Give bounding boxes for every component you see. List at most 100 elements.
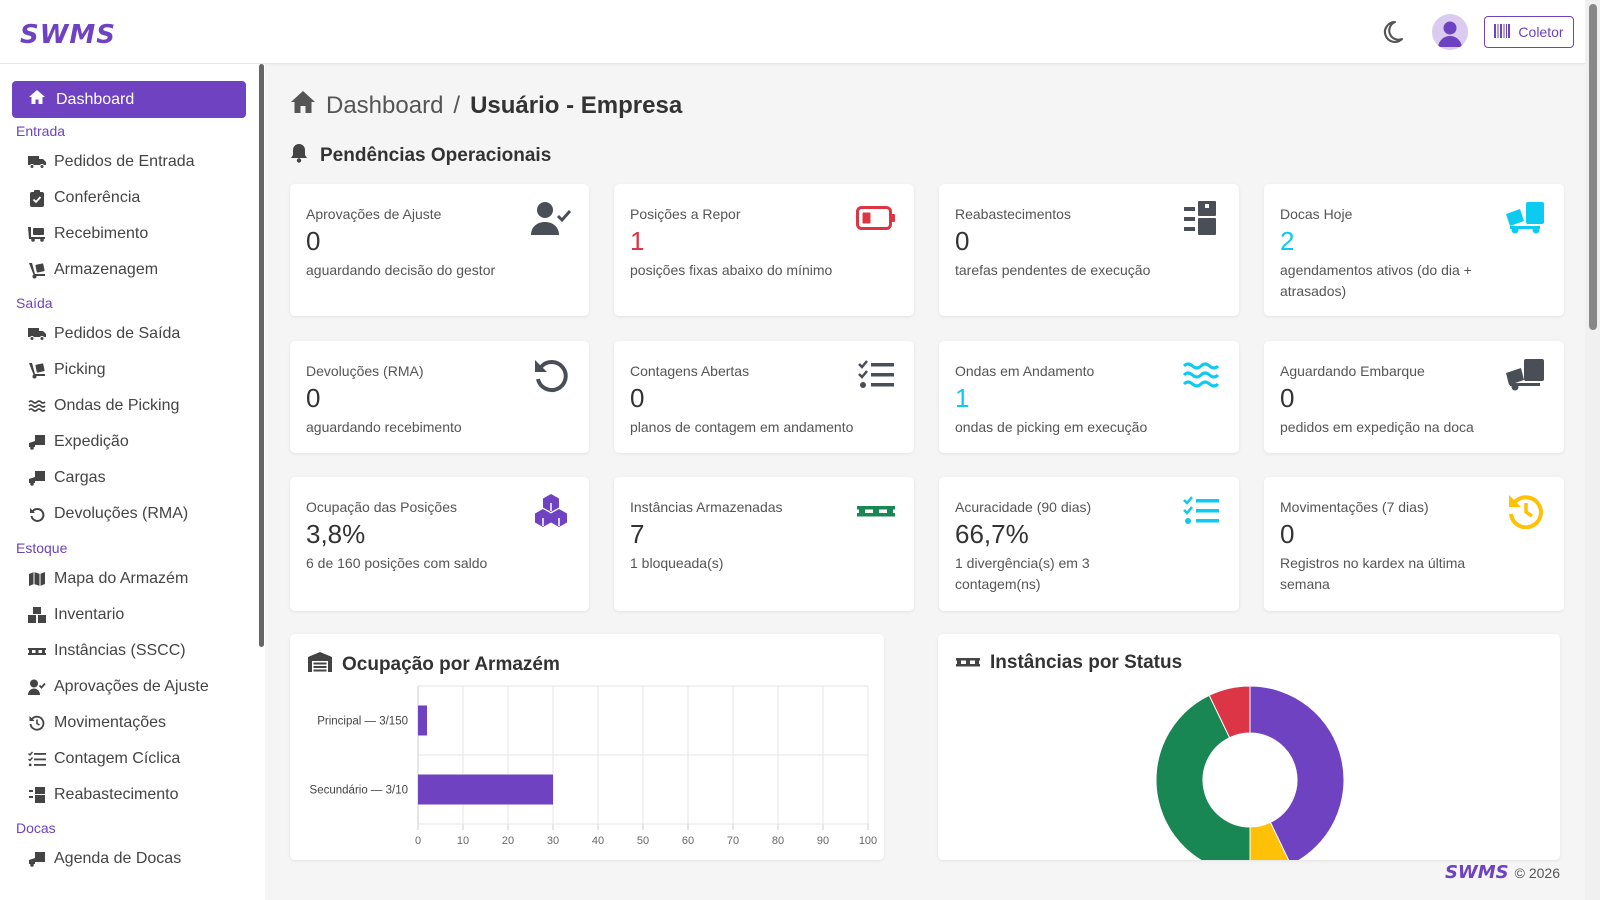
collector-button[interactable]: Coletor [1484, 16, 1574, 48]
kpi-value: 1 [955, 383, 970, 413]
sidebar-item-contagem[interactable]: Contagem Cíclica [28, 745, 180, 773]
sidebar-section-entrada: Entrada [16, 123, 66, 139]
sidebar-item-recebimento[interactable]: Recebimento [28, 220, 148, 248]
sidebar-item-reabastecimento[interactable]: Reabastecimento [28, 781, 179, 809]
cubes-icon [531, 493, 571, 529]
kpi-card[interactable]: Aguardando Embarque 0 pedidos em expedição… [1264, 341, 1564, 453]
sidebar-item-label: Inventario [54, 606, 125, 623]
section-title-label: Pendências Operacionais [320, 145, 552, 166]
x-tick-label: 70 [727, 835, 739, 847]
kpi-card[interactable]: Posições a Repor 1 posições fixas abaixo d… [614, 184, 914, 316]
panel-title: Ocupação por Armazém [308, 652, 560, 678]
bar [418, 774, 553, 805]
kpi-description: posições fixas abaixo do mínimo [630, 262, 833, 278]
truck-fast-icon [28, 153, 46, 171]
user-avatar[interactable] [1432, 14, 1468, 50]
x-tick-label: 10 [457, 835, 469, 847]
map-icon [28, 570, 46, 588]
y-tick-label: Principal — 3/150 [317, 716, 408, 728]
kpi-label: Aprovações de Ajuste [306, 206, 442, 222]
sidebar-item-label: Cargas [54, 469, 106, 486]
sidebar-item-aprovacoes[interactable]: Aprovações de Ajuste [28, 673, 209, 701]
sidebar-item-label: Agenda de Docas [54, 850, 182, 867]
x-tick-label: 20 [502, 835, 514, 847]
pallet-icon [28, 642, 46, 660]
y-tick-label: Secundário — 3/10 [310, 785, 408, 797]
sidebar-item-mapa[interactable]: Mapa do Armazém [28, 565, 188, 593]
x-tick-label: 90 [817, 835, 829, 847]
dark-mode-toggle-icon[interactable] [1378, 18, 1406, 46]
collector-button-label: Coletor [1518, 24, 1564, 40]
sidebar-item-armazenagem[interactable]: Armazenagem [28, 256, 158, 284]
sidebar-section-docas: Docas [16, 820, 56, 836]
kpi-value: 0 [955, 226, 970, 256]
kpi-card[interactable]: Reabastecimentos 0 tarefas pendentes de ex… [939, 184, 1239, 316]
sidebar-item-pedidos-saida[interactable]: Pedidos de Saída [28, 320, 180, 348]
sidebar-item-dashboard[interactable]: Dashboard [12, 81, 246, 118]
donut-slice[interactable] [1249, 685, 1345, 860]
sidebar-item-cargas[interactable]: Cargas [28, 464, 106, 492]
page-scrollbar[interactable] [1585, 0, 1600, 900]
panel-title-label: Ocupação por Armazém [342, 654, 560, 675]
breadcrumb-root[interactable]: Dashboard [326, 91, 444, 119]
x-tick-label: 0 [415, 835, 421, 847]
kpi-description: pedidos em expedição na doca [1280, 419, 1474, 435]
kpi-card[interactable]: Acuracidade (90 dias) 66,7% 1 divergência(… [939, 477, 1239, 611]
list-check-icon [1181, 493, 1221, 529]
donut-slice[interactable] [1208, 685, 1251, 739]
kpi-card[interactable]: Ocupação das Posições 3,8% 6 de 160 posiçõ… [290, 477, 589, 611]
truck-fast-icon [28, 325, 46, 343]
sidebar-item-label: Movimentações [54, 714, 167, 731]
kpi-value: 0 [306, 383, 321, 413]
sidebar-item-movimentacoes[interactable]: Movimentações [28, 709, 166, 737]
kpi-card[interactable]: Aprovações de Ajuste 0 aguardando decisão … [290, 184, 589, 316]
sidebar-item-label: Pedidos de Entrada [54, 153, 195, 170]
kpi-card[interactable]: Contagens Abertas 0 planos de contagem em … [614, 341, 914, 453]
sidebar-item-label: Picking [54, 361, 106, 378]
sidebar: Dashboard Entrada Pedidos de Entrada Con… [0, 64, 265, 900]
donut-slice[interactable] [1249, 821, 1291, 860]
user-check-icon [28, 678, 46, 696]
kpi-card[interactable]: Movimentações (7 dias) 0 Registros no kard… [1264, 477, 1564, 611]
sidebar-item-ondas[interactable]: Ondas de Picking [28, 392, 179, 420]
sidebar-item-label: Dashboard [56, 90, 135, 108]
sidebar-item-pedidos-entrada[interactable]: Pedidos de Entrada [28, 148, 195, 176]
sidebar-item-agenda-docas[interactable]: Agenda de Docas [28, 845, 181, 873]
x-tick-label: 80 [772, 835, 784, 847]
pallet-icon [956, 652, 980, 674]
sidebar-item-label: Conferência [54, 189, 141, 206]
kpi-description: planos de contagem em andamento [630, 419, 854, 435]
sidebar-item-picking[interactable]: Picking [28, 356, 106, 384]
kpi-value: 66,7% [955, 519, 1029, 549]
footer: SWMS © 2026 [1445, 862, 1560, 883]
kpi-description: aguardando recebimento [306, 419, 462, 435]
warehouse-occupancy-panel: Ocupação por Armazém 0 10 20 30 40 50 60 70 80 90… [290, 634, 884, 860]
kpi-value: 3,8% [306, 519, 366, 549]
kpi-description: 1 bloqueada(s) [630, 555, 724, 571]
kpi-label: Movimentações (7 dias) [1280, 499, 1429, 515]
sidebar-item-label: Contagem Cíclica [54, 750, 181, 767]
kpi-card[interactable]: Ondas em Andamento 1 ondas de picking em e… [939, 341, 1239, 453]
donut-slice[interactable] [1155, 694, 1251, 860]
app-logo[interactable]: SWMS [20, 20, 117, 50]
sidebar-item-expedicao[interactable]: Expedição [28, 428, 129, 456]
battery-low-icon [856, 200, 896, 236]
sidebar-item-label: Ondas de Picking [54, 397, 180, 414]
sidebar-item-conferencia[interactable]: Conferência [28, 184, 140, 212]
kpi-card[interactable]: Devoluções (RMA) 0 aguardando recebimento [290, 341, 589, 453]
history-icon [1506, 493, 1546, 529]
instances-status-panel: Instâncias por Status [938, 634, 1560, 860]
sidebar-item-inventario[interactable]: Inventario [28, 601, 124, 629]
sidebar-scrollbar[interactable] [259, 64, 264, 647]
page-scrollbar-thumb[interactable] [1589, 4, 1597, 330]
kpi-description: ondas de picking em execução [955, 419, 1148, 435]
sidebar-item-instancias[interactable]: Instâncias (SSCC) [28, 637, 186, 665]
breadcrumb-separator: / [453, 91, 461, 119]
dolly-boxes-icon [1181, 200, 1221, 236]
sidebar-item-label: Devoluções (RMA) [54, 505, 189, 522]
sidebar-item-devolucoes[interactable]: Devoluções (RMA) [28, 500, 188, 528]
kpi-card[interactable]: Instâncias Armazenadas 7 1 bloqueada(s) [614, 477, 914, 611]
sidebar-item-label: Reabastecimento [54, 786, 179, 803]
kpi-card[interactable]: Docas Hoje 2 agendamentos ativos (do dia +… [1264, 184, 1564, 316]
home-icon [28, 89, 46, 110]
